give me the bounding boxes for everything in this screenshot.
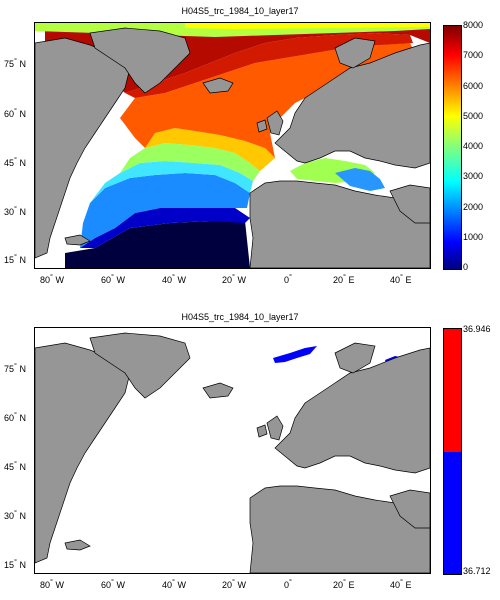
bottom-map-title: H04S5_trc_1984_10_layer17 (181, 312, 299, 322)
top-lon-tick-20e: 20° E (333, 272, 355, 285)
bottom-lon-tick-40e: 40° E (390, 577, 412, 590)
top-colorbar-gradient (444, 26, 461, 269)
land-masses (35, 27, 430, 268)
bottom-lat-tick-30: 30° N (4, 508, 27, 521)
top-cbar-tick-0: 0 (463, 262, 469, 272)
bottom-colorbar-red-segment (444, 329, 461, 452)
bottom-map-plot (34, 327, 431, 574)
bottom-lat-tick-15: 15° N (4, 557, 27, 570)
top-lon-tick-40e: 40° E (390, 272, 412, 285)
top-cbar-tick-3000: 3000 (463, 171, 484, 181)
bottom-colorbar (443, 328, 462, 575)
top-lat-tick-15: 15° N (4, 252, 27, 265)
top-map-title: H04S5_trc_1984_10_layer17 (181, 6, 299, 16)
bottom-lon-tick-20e: 20° E (333, 577, 355, 590)
top-cbar-tick-4000: 4000 (463, 141, 484, 151)
top-lon-tick-80w: 80° W (40, 272, 65, 285)
bottom-lat-tick-60: 60° N (4, 410, 27, 423)
top-map-svg (35, 23, 430, 268)
top-lat-tick-45: 45° N (4, 155, 27, 168)
top-lon-tick-0: 0° (284, 272, 293, 285)
top-lat-tick-60: 60° N (4, 106, 27, 119)
land-masses (35, 332, 430, 573)
bottom-cbar-tick-max: 36.946 (463, 324, 491, 334)
bottom-lat-tick-45: 45° N (4, 459, 27, 472)
bottom-cbar-tick-min: 36.712 (463, 566, 491, 576)
bottom-lon-tick-80w: 80° W (40, 577, 65, 590)
top-cbar-tick-2000: 2000 (463, 202, 484, 212)
top-lon-tick-40w: 40° W (162, 272, 187, 285)
bottom-lon-tick-40w: 40° W (162, 577, 187, 590)
bottom-map-svg (35, 332, 430, 573)
bottom-colorbar-blue-segment (444, 451, 461, 574)
top-cbar-tick-6000: 6000 (463, 81, 484, 91)
top-lat-tick-75: 75° N (4, 56, 27, 69)
top-cbar-tick-7000: 7000 (463, 50, 484, 60)
top-lon-tick-20w: 20° W (222, 272, 247, 285)
top-map-plot (34, 22, 431, 269)
bottom-lat-tick-75: 75° N (4, 361, 27, 374)
top-cbar-tick-1000: 1000 (463, 232, 484, 242)
top-colorbar (443, 25, 462, 270)
top-cbar-tick-5000: 5000 (463, 111, 484, 121)
top-lat-tick-30: 30° N (4, 204, 27, 217)
bottom-lon-tick-60w: 60° W (101, 577, 126, 590)
bottom-lon-tick-0: 0° (284, 577, 293, 590)
bottom-lon-tick-20w: 20° W (222, 577, 247, 590)
top-cbar-tick-8000: 8000 (463, 20, 484, 30)
top-lon-tick-60w: 60° W (101, 272, 126, 285)
